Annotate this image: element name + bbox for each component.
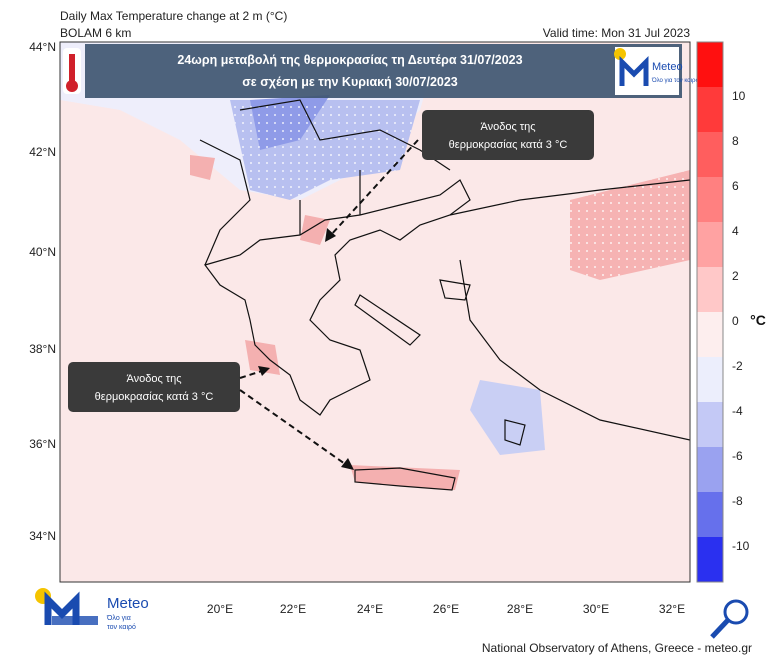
banner-line2: σε σχέση με την Κυριακή 30/07/2023 xyxy=(242,75,458,89)
colorbar-swatch xyxy=(697,447,723,492)
axis-labels: 44°N 42°N 40°N 38°N 36°N 34°N 20°E 22°E 24°E 26°E… xyxy=(29,40,685,616)
colorbar-tick-label: 0 xyxy=(732,314,739,328)
arrows xyxy=(239,139,419,470)
lat-label: 44°N xyxy=(29,40,56,54)
colorbar-swatch xyxy=(697,132,723,177)
colorbar: 10 8 6 4 2 0 -2 -4 -6 -8 -10 xyxy=(696,41,750,583)
lon-label: 30°E xyxy=(583,602,609,616)
colorbar-swatch xyxy=(697,42,723,87)
footer-tagline: Όλο για xyxy=(106,615,131,622)
lon-label: 20°E xyxy=(207,602,233,616)
lon-label: 26°E xyxy=(433,602,459,616)
colorbar-unit: °C xyxy=(750,312,766,328)
map-frame xyxy=(59,41,691,583)
banner-logo-tagline: Όλο για τον καιρό xyxy=(651,77,699,84)
colorbar-swatch xyxy=(697,87,723,132)
lat-label: 40°N xyxy=(29,245,56,259)
colorbar-swatch xyxy=(697,402,723,447)
map-area xyxy=(60,42,690,582)
colorbar-swatch xyxy=(697,312,723,357)
annotation-line1: Άνοδος της xyxy=(126,373,181,385)
colorbar-tick-label: -10 xyxy=(732,539,750,553)
colorbar-tick-label: -4 xyxy=(732,404,743,418)
colorbar-tick-label: -6 xyxy=(732,449,743,463)
colorbar-tick-label: -2 xyxy=(732,359,743,373)
colorbar-swatch xyxy=(697,267,723,312)
colorbar-swatch xyxy=(697,537,723,582)
colorbar-tick-label: 10 xyxy=(732,89,746,103)
colorbar-swatch xyxy=(697,222,723,267)
footer-tagline: τον καιρό xyxy=(107,623,136,631)
colorbar-tick-label: 8 xyxy=(732,134,739,148)
lat-label: 38°N xyxy=(29,342,56,356)
colorbar-tick-label: 4 xyxy=(732,224,739,238)
footer-logo-text: Meteo xyxy=(107,595,149,612)
colorbar-swatch xyxy=(697,492,723,537)
banner-logo: Meteo xyxy=(652,61,683,73)
colorbar-tick-label: -8 xyxy=(732,494,743,508)
annotation: Άνοδος της θερμοκρασίας κατά 3 °C xyxy=(68,362,240,412)
lat-label: 34°N xyxy=(29,529,56,543)
annotation-line2: θερμοκρασίας κατά 3 °C xyxy=(95,391,214,403)
banner: 24ωρη μεταβολή της θερμοκρασίας τη Δευτέ… xyxy=(63,44,699,98)
search-icon[interactable] xyxy=(710,599,749,639)
valid-time: Valid time: Mon 31 Jul 2023 xyxy=(543,26,691,40)
annotation-line1: Άνοδος της xyxy=(480,121,535,133)
lat-label: 36°N xyxy=(29,437,56,451)
coastlines xyxy=(199,99,690,491)
title: Daily Max Temperature change at 2 m (°C) xyxy=(60,9,287,23)
colorbar-tick-label: 6 xyxy=(732,179,739,193)
lon-label: 22°E xyxy=(280,602,306,616)
colorbar-frame xyxy=(696,41,724,583)
lon-label: 24°E xyxy=(357,602,383,616)
lat-label: 42°N xyxy=(29,145,56,159)
credit: National Observatory of Athens, Greece -… xyxy=(482,641,752,655)
annotation-line2: θερμοκρασίας κατά 3 °C xyxy=(449,139,568,151)
colorbar-tick-label: 2 xyxy=(732,269,739,283)
lon-label: 32°E xyxy=(659,602,685,616)
banner-line1: 24ωρη μεταβολή της θερμοκρασίας τη Δευτέ… xyxy=(177,53,522,67)
footer-logo: Meteo Όλο για τον καιρό xyxy=(35,588,149,631)
colorbar-swatch xyxy=(697,357,723,402)
lon-label: 28°E xyxy=(507,602,533,616)
annotation: Άνοδος της θερμοκρασίας κατά 3 °C xyxy=(422,110,594,160)
model: BOLAM 6 km xyxy=(60,26,131,40)
colorbar-swatch xyxy=(697,177,723,222)
